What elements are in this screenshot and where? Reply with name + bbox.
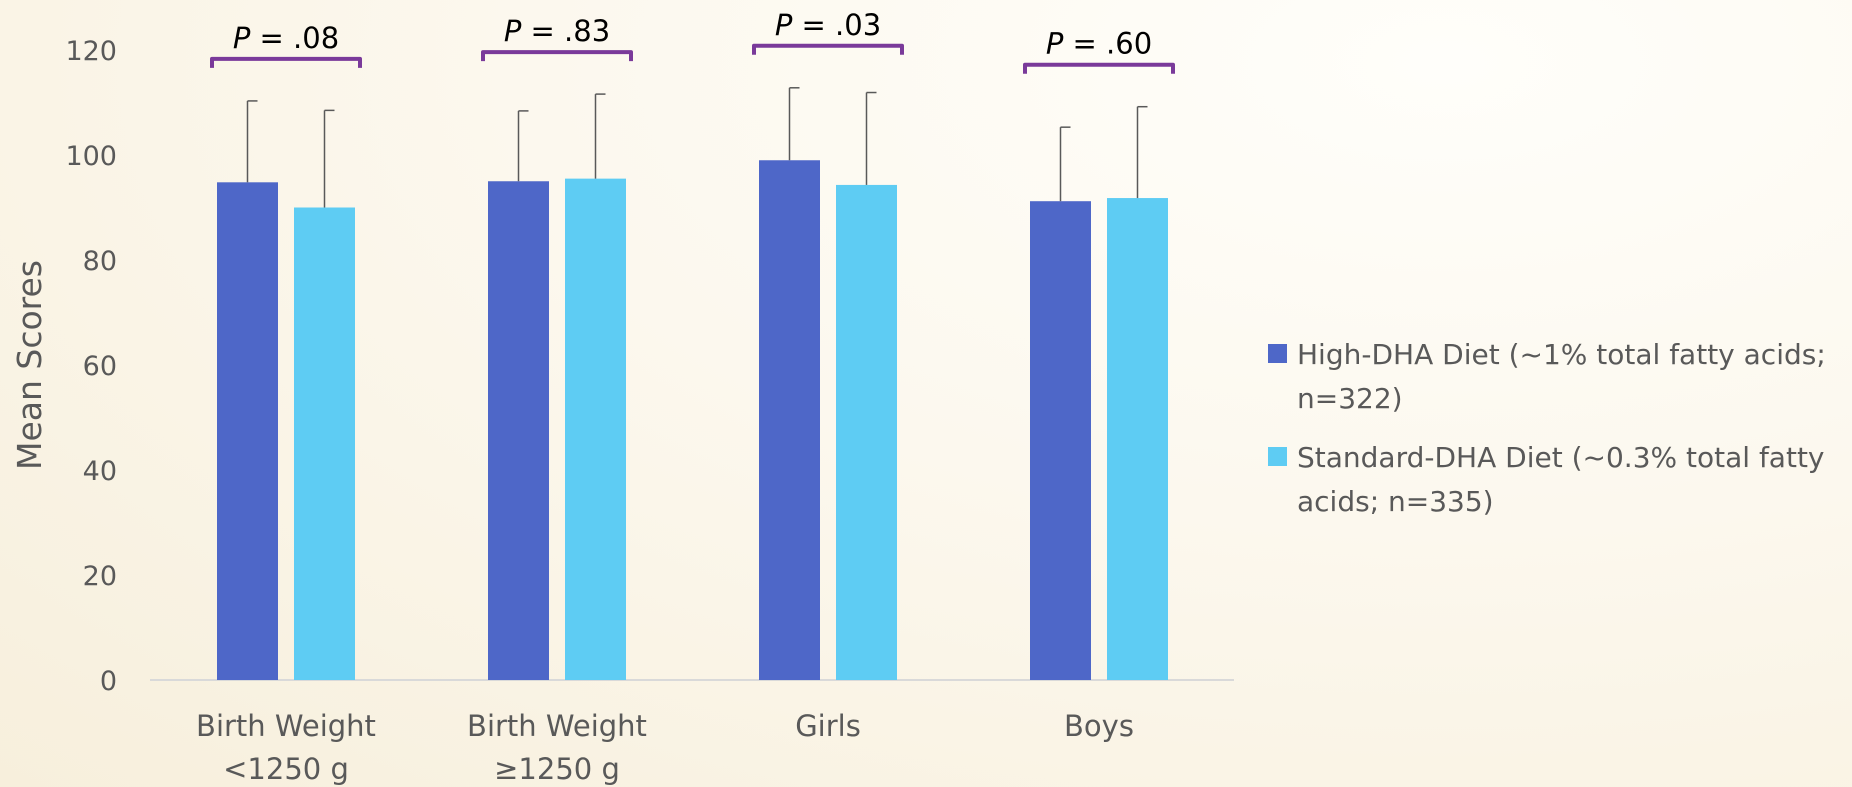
category-label: Birth Weight [467, 709, 647, 743]
legend-label-line2: n=322) [1297, 382, 1403, 415]
y-tick-label: 120 [65, 36, 117, 67]
error-bars [246, 87, 1148, 208]
category-label: Boys [1064, 709, 1134, 743]
p-value-bracket [481, 50, 633, 62]
category-label-line2: ≥1250 g [494, 752, 620, 786]
bar [488, 181, 549, 680]
bar [294, 207, 355, 680]
category-labels: Birth Weight <1250 g Birth Weight ≥1250 g Gi… [196, 709, 1134, 786]
p-value-label: P = .03 [775, 8, 881, 42]
legend-label: High-DHA Diet (~1% total fatty acids; [1297, 338, 1826, 371]
bars [217, 160, 1168, 681]
bar [565, 178, 626, 680]
p-value-brackets: P = .08 P = .83 P = .03 P = .60 [210, 8, 1175, 74]
legend: High-DHA Diet (~1% total fatty acids; n=3… [1268, 338, 1826, 518]
bar [836, 184, 897, 681]
bar [759, 160, 820, 680]
legend-swatch [1268, 344, 1287, 363]
y-tick-label: 60 [83, 351, 117, 382]
y-tick-label: 0 [100, 666, 117, 697]
y-tick-label: 100 [65, 141, 117, 172]
bar [1107, 198, 1168, 681]
y-tick-label: 80 [83, 246, 117, 277]
category-label: Birth Weight [196, 709, 376, 743]
p-value-label: P = .08 [233, 21, 339, 55]
y-axis-ticks: 0 20 40 60 80 100 120 [65, 36, 117, 697]
p-value-bracket [752, 43, 904, 55]
bar [217, 182, 278, 681]
legend-label-line2: acids; n=335) [1297, 485, 1494, 518]
y-tick-label: 40 [83, 456, 117, 487]
bar [1030, 201, 1091, 680]
y-tick-label: 20 [83, 561, 117, 592]
legend-label: Standard-DHA Diet (~0.3% total fatty [1297, 441, 1825, 474]
p-value-label: P = .60 [1046, 27, 1152, 61]
p-value-bracket [1023, 62, 1175, 74]
category-label-line2: <1250 g [223, 752, 349, 786]
category-label: Girls [795, 709, 861, 743]
y-axis-label: Mean Scores [10, 260, 49, 470]
p-value-bracket [210, 56, 362, 68]
legend-swatch [1268, 447, 1287, 466]
p-value-label: P = .83 [504, 14, 610, 48]
